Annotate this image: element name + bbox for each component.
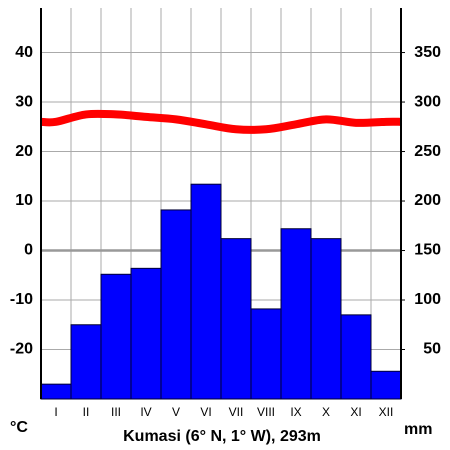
bar: [130, 267, 162, 400]
y-axis-label: °C: [10, 419, 28, 436]
x-tick-label: VI: [200, 405, 211, 419]
y-tick-label: 40: [15, 44, 33, 61]
x-tick-label: I: [54, 405, 57, 419]
y-tick-label: -20: [10, 341, 33, 358]
x-tick-label: V: [172, 405, 180, 419]
y-tick-label: -10: [10, 291, 33, 308]
bar: [370, 370, 402, 400]
x-tick-label: IX: [290, 405, 301, 419]
y2-tick-label: 300: [414, 93, 441, 110]
bar: [310, 238, 342, 400]
bar: [160, 209, 192, 400]
x-tick-label: III: [111, 405, 121, 419]
y-tick-label: 0: [24, 242, 33, 259]
x-tick-label: XI: [350, 405, 361, 419]
y2-tick-label: 350: [414, 44, 441, 61]
bar: [250, 308, 282, 400]
y2-axis-label: mm: [404, 421, 432, 438]
y2-tick-label: 200: [414, 192, 441, 209]
chart-title: Kumasi (6° N, 1° W), 293m: [123, 428, 321, 445]
bar: [220, 238, 252, 400]
y2-tick-label: 50: [423, 341, 441, 358]
y-tick-label: 10: [15, 192, 33, 209]
bar: [100, 273, 132, 400]
temperature-line: [40, 109, 402, 134]
x-tick-label: VII: [229, 405, 244, 419]
x-tick-label: IV: [140, 405, 151, 419]
x-tick-label: X: [322, 405, 330, 419]
x-tick-label: VIII: [257, 405, 275, 419]
bar: [40, 383, 72, 400]
x-tick-label: II: [83, 405, 90, 419]
y2-tick-label: 150: [414, 242, 441, 259]
y-tick-label: 30: [15, 93, 33, 110]
y2-tick-label: 100: [414, 291, 441, 308]
bar: [70, 324, 102, 400]
bar: [190, 183, 222, 400]
y-tick-label: 20: [15, 143, 33, 160]
x-tick-label: XII: [379, 405, 394, 419]
bar: [340, 314, 372, 400]
bar: [280, 228, 312, 400]
y2-tick-label: 250: [414, 143, 441, 160]
